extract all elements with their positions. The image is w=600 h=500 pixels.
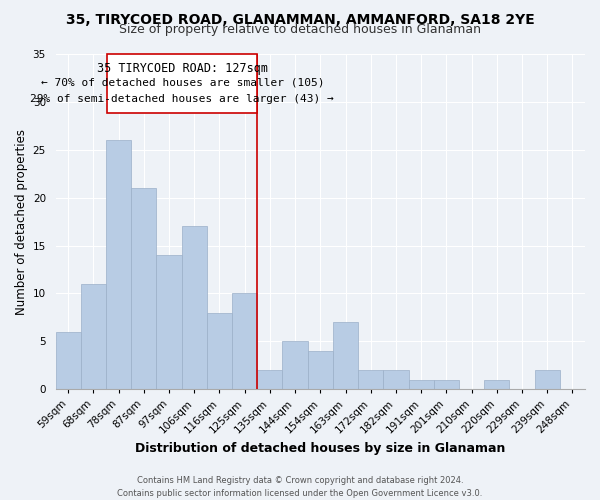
Bar	[257, 370, 283, 389]
Bar	[131, 188, 157, 389]
Bar	[333, 322, 358, 389]
Bar	[182, 226, 207, 389]
Bar	[434, 380, 459, 389]
Text: 29% of semi-detached houses are larger (43) →: 29% of semi-detached houses are larger (…	[31, 94, 334, 104]
Text: Contains HM Land Registry data © Crown copyright and database right 2024.
Contai: Contains HM Land Registry data © Crown c…	[118, 476, 482, 498]
Bar	[484, 380, 509, 389]
X-axis label: Distribution of detached houses by size in Glanaman: Distribution of detached houses by size …	[135, 442, 505, 455]
Bar	[106, 140, 131, 389]
Bar	[157, 255, 182, 389]
Bar	[283, 342, 308, 389]
FancyBboxPatch shape	[107, 54, 257, 114]
Bar	[358, 370, 383, 389]
Bar	[383, 370, 409, 389]
Bar	[207, 312, 232, 389]
Text: 35, TIRYCOED ROAD, GLANAMMAN, AMMANFORD, SA18 2YE: 35, TIRYCOED ROAD, GLANAMMAN, AMMANFORD,…	[65, 12, 535, 26]
Text: 35 TIRYCOED ROAD: 127sqm: 35 TIRYCOED ROAD: 127sqm	[97, 62, 268, 74]
Bar	[535, 370, 560, 389]
Bar	[81, 284, 106, 389]
Text: ← 70% of detached houses are smaller (105): ← 70% of detached houses are smaller (10…	[41, 78, 324, 88]
Text: Size of property relative to detached houses in Glanaman: Size of property relative to detached ho…	[119, 22, 481, 36]
Bar	[308, 351, 333, 389]
Bar	[56, 332, 81, 389]
Y-axis label: Number of detached properties: Number of detached properties	[16, 128, 28, 314]
Bar	[232, 294, 257, 389]
Bar	[409, 380, 434, 389]
